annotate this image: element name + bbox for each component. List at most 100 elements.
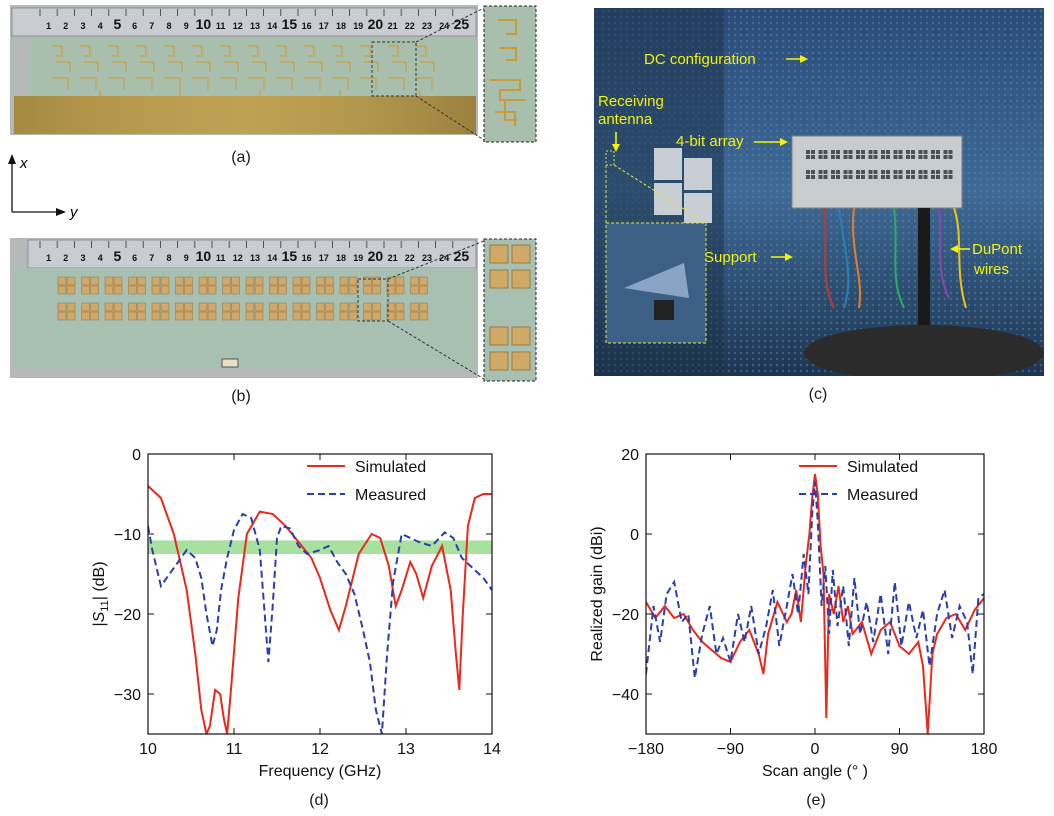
ruler-number: 25 [454, 248, 470, 264]
ruler-number: 2 [63, 21, 68, 31]
ruler-number: 9 [184, 253, 189, 263]
ruler-number: 12 [233, 21, 243, 31]
ruler-number: 21 [388, 21, 398, 31]
ruler-number: 1 [46, 21, 51, 31]
ruler-number: 11 [216, 253, 226, 263]
photo-b-patch-array: 1 2 3 4 5 6 7 8 9 10 11 12 13 14 15 16 17 18 19 20 21 22 23 24 2… [10, 238, 537, 382]
series-measured [646, 481, 984, 679]
ruler-number: 18 [336, 21, 346, 31]
label-receiving-2: antenna [598, 111, 653, 128]
ruler-number: 3 [80, 21, 85, 31]
legend-label: Measured [847, 487, 918, 504]
ruler-number: 10 [196, 248, 212, 264]
ruler-number: 20 [368, 16, 384, 32]
panel-label-c: (c) [808, 386, 828, 403]
ruler-number: 4 [98, 253, 103, 263]
ruler-number: 20 [368, 248, 384, 264]
y-tick-label: −10 [114, 527, 141, 544]
ruler-number: 12 [233, 253, 243, 263]
series-measured [148, 512, 492, 734]
y-tick-label: 0 [132, 447, 141, 464]
ruler-number: 22 [405, 21, 415, 31]
ruler-a: 1 2 3 4 5 6 7 8 9 10 11 12 13 14 15 16 17 18 19 20 21 22 23 24 2… [39, 9, 470, 32]
zoom-inset-a [483, 5, 537, 143]
series-simulated [148, 485, 492, 734]
ruler-number: 6 [132, 21, 137, 31]
xy-axes-indicator: x y [8, 154, 79, 220]
panel-label-e: (e) [806, 792, 826, 809]
ruler-number: 8 [166, 253, 171, 263]
ruler-number: 24 [439, 21, 449, 31]
ruler-number: 13 [250, 21, 260, 31]
ruler-number: 19 [353, 253, 363, 263]
ruler-number: 7 [149, 21, 154, 31]
x-tick-label: 11 [226, 741, 243, 758]
y-tick-label: −40 [612, 687, 639, 704]
patch-grid [57, 276, 428, 321]
ruler-number: 8 [166, 21, 171, 31]
x-tick-label: 13 [397, 741, 415, 758]
ruler-number: 16 [302, 253, 312, 263]
x-axis-label: Scan angle (° ) [762, 763, 868, 780]
ruler-number: 2 [63, 253, 68, 263]
x-axis-label: Frequency (GHz) [259, 763, 382, 780]
panel-label-d: (d) [309, 792, 329, 809]
ruler-number: 9 [184, 21, 189, 31]
x-tick-label: 180 [971, 741, 998, 758]
ruler-number: 6 [132, 253, 137, 263]
ruler-number: 5 [114, 248, 122, 264]
zoom-box-b [357, 278, 389, 322]
ruler-b: 1 2 3 4 5 6 7 8 9 10 11 12 13 14 15 16 17 18 19 20 21 22 23 24 2… [39, 241, 470, 264]
label-support: Support [704, 249, 757, 266]
ruler-number: 14 [267, 253, 277, 263]
target-band [148, 540, 492, 554]
label-4bit-array: 4-bit array [676, 133, 744, 150]
label-receiving-1: Receiving [598, 93, 664, 110]
x-tick-label: 14 [483, 741, 501, 758]
ruler-number: 14 [267, 21, 277, 31]
x-tick-label: 12 [311, 741, 329, 758]
ruler-number: 16 [302, 21, 312, 31]
y-tick-label: 0 [630, 527, 639, 544]
chart-d-s11: 10 11 12 13 14 0 −10 −20 −30 Frequency (GHz) |S11|… [91, 447, 501, 780]
y-axis-label: Realized gain (dBi) [589, 526, 606, 661]
ruler-number: 17 [319, 21, 329, 31]
ruler-number: 24 [439, 253, 449, 263]
ruler-number: 22 [405, 253, 415, 263]
y-tick-label: 20 [621, 447, 639, 464]
label-dupont-1: DuPont [972, 241, 1023, 258]
ruler-number: 25 [454, 16, 470, 32]
ruler-number: 4 [98, 21, 103, 31]
y-tick-label: −30 [114, 687, 141, 704]
ruler-number: 10 [196, 16, 212, 32]
ruler-number: 13 [250, 253, 260, 263]
legend-label: Simulated [355, 459, 426, 476]
x-tick-label: 0 [811, 741, 820, 758]
ruler-number: 1 [46, 253, 51, 263]
photo-a-feed-network: 1 2 3 4 5 6 7 8 9 10 11 12 13 14 15 16 17 18 19 20 21 22 23 24 2… [10, 5, 537, 143]
axis-x-label: x [19, 155, 28, 172]
x-tick-label: −180 [628, 741, 664, 758]
ruler-number: 15 [282, 248, 298, 264]
array-cells [806, 150, 953, 179]
ruler-number: 23 [422, 21, 432, 31]
ruler-number: 7 [149, 253, 154, 263]
ruler-number: 11 [216, 21, 226, 31]
ruler-number: 3 [80, 253, 85, 263]
x-tick-label: 90 [891, 741, 909, 758]
ruler-number: 5 [114, 16, 122, 32]
y-tick-label: −20 [612, 607, 639, 624]
ruler-number: 23 [422, 253, 432, 263]
axis-y-label: y [69, 204, 79, 220]
ruler-number: 18 [336, 253, 346, 263]
chart-e-gain: −180 −90 0 90 180 20 0 −20 −40 Scan angle (° ) Rea… [589, 447, 998, 780]
legend-label: Simulated [847, 459, 918, 476]
zoom-box-a [371, 41, 417, 97]
ruler-number: 19 [353, 21, 363, 31]
photo-c-measurement-setup: DC configuration Receiving antenna 4-bit… [594, 8, 1044, 376]
legend-label: Measured [355, 487, 426, 504]
y-axis-label: |S11| (dB) [91, 561, 111, 626]
ruler-number: 21 [388, 253, 398, 263]
x-tick-label: 10 [139, 741, 157, 758]
panel-label-b: (b) [231, 388, 251, 405]
